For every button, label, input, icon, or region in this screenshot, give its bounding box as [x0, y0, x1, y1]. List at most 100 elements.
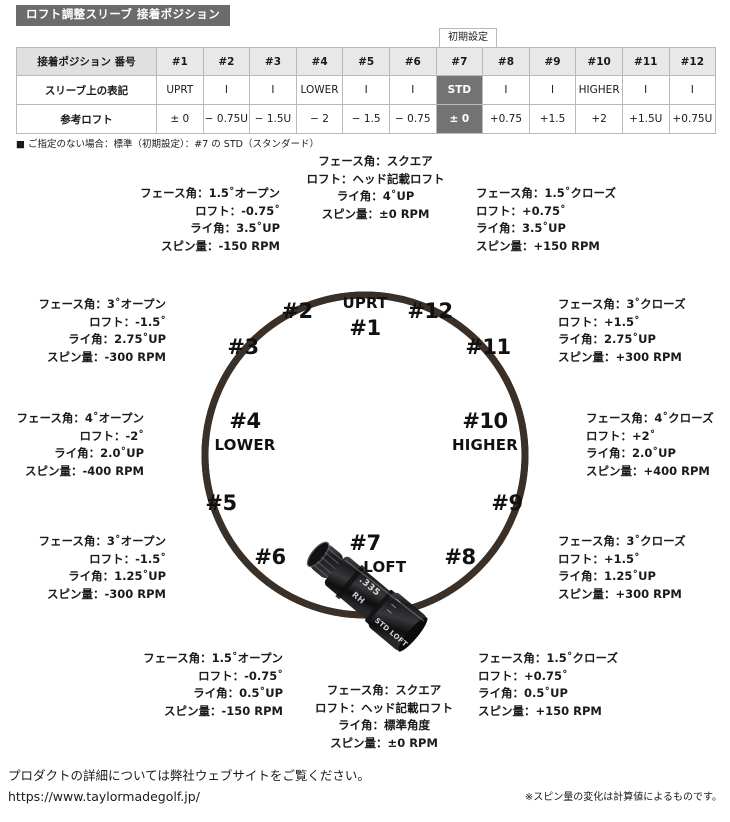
annotation-position-12: フェース角：1.5˚クローズ ロフト：+0.75˚ ライ角：3.5˚UP スピン… [476, 185, 676, 255]
annotation-8-face: フェース角：1.5˚クローズ [478, 651, 618, 665]
table-cell-position-5: #5 [342, 47, 390, 76]
dial-word-10: HIGHER [452, 436, 518, 455]
annotation-4-spin: スピン量：-400 RPM [24, 463, 144, 478]
dial-label-8: #8 [435, 546, 485, 568]
table-cell-position-3: #3 [249, 47, 297, 76]
table-cell-loft-6: − 0.75 [388, 104, 437, 134]
table-cell-marking-7: STD [435, 75, 484, 105]
annotation-position-2: フェース角：1.5˚オープン ロフト：-0.75˚ ライ角：3.5˚UP スピン… [80, 185, 280, 255]
table-cell-loft-2: − 0.75U [202, 104, 251, 134]
annotation-6-face: フェース角：1.5˚オープン [143, 651, 283, 665]
row-label-loft: 参考ロフト [16, 104, 157, 134]
annotation-12-spin: スピン量：+150 RPM [476, 238, 600, 253]
annotation-12-face: フェース角：1.5˚クローズ [476, 186, 616, 200]
dial-num-4: #4 [229, 409, 261, 433]
dial-num-9: #9 [491, 491, 523, 515]
annotation-6-lie: ライ角：0.5˚UP [193, 686, 283, 700]
annotation-11-loft: ロフト：+1.5˚ [558, 314, 640, 329]
table-cell-loft-7: ± 0 [435, 104, 484, 134]
annotation-8-lie: ライ角：0.5˚UP [478, 686, 568, 700]
annotation-8-loft: ロフト：+0.75˚ [478, 668, 568, 683]
dial-label-9: #9 [482, 492, 532, 514]
annotation-3-loft: ロフト：-1.5˚ [89, 314, 166, 329]
dial-num-10: #10 [462, 409, 508, 433]
table-cell-position-9: #9 [528, 47, 577, 76]
table-cell-loft-12: +0.75U [668, 104, 717, 134]
annotation-11-face: フェース角：3˚クローズ [558, 297, 686, 311]
row-label-position: 接着ポジション 番号 [16, 47, 157, 76]
annotation-6-spin: スピン量：-150 RPM [163, 703, 283, 718]
sleeve-index-ticks [386, 598, 401, 614]
annotation-position-8: フェース角：1.5˚クローズ ロフト：+0.75˚ ライ角：0.5˚UP スピン… [478, 650, 678, 720]
annotation-position-4: フェース角：4˚オープン ロフト：-2˚ ライ角：2.0˚UP スピン量：-40… [2, 410, 145, 480]
table-row-reference-loft: 参考ロフト ± 0 − 0.75U − 1.5U − 2 − 1.5 − 0.7… [16, 104, 717, 134]
annotation-position-1: フェース角：スクエア ロフト：ヘッド記載ロフト ライ角：4˚UP スピン量：±0… [268, 153, 483, 223]
table-row-position-numbers: 接着ポジション 番号 #1 #2 #3 #4 #5 #6 #7 #8 #9 #1… [16, 47, 717, 76]
annotation-2-face: フェース角：1.5˚オープン [140, 186, 280, 200]
annotation-4-loft: ロフト：-2˚ [79, 428, 144, 443]
table-cell-marking-8: I [482, 75, 530, 105]
annotation-2-loft: ロフト：-0.75˚ [195, 203, 280, 218]
footer-website-link[interactable]: https://www.taylormadegolf.jp/ [8, 789, 200, 804]
dial-num-8: #8 [444, 545, 476, 569]
annotation-position-11: フェース角：3˚クローズ ロフト：+1.5˚ ライ角：2.75˚UP スピン量：… [558, 296, 724, 366]
annotation-position-3: フェース角：3˚オープン ロフト：-1.5˚ ライ角：2.75˚UP スピン量：… [14, 296, 167, 366]
table-cell-loft-11: +1.5U [621, 104, 670, 134]
dial-label-6: #6 [245, 546, 295, 568]
annotation-5-lie: ライ角：1.25˚UP [68, 569, 166, 583]
table-cell-position-1: #1 [156, 47, 204, 76]
dial-num-2: #2 [281, 299, 313, 323]
dial-label-11: #11 [458, 336, 518, 358]
sleeve-end-cap [398, 617, 428, 652]
sleeve-collar-b [365, 590, 396, 625]
annotation-6-loft: ロフト：-0.75˚ [198, 668, 283, 683]
table-cell-marking-4: LOWER [295, 75, 344, 105]
table-cell-marking-3: I [249, 75, 297, 105]
dial-inner-mask [208, 298, 522, 612]
table-cell-marking-10: HIGHER [575, 75, 623, 105]
footer-line-1: プロダクトの詳細については弊社ウェブサイトをご覧ください。 [8, 768, 370, 783]
dial-label-3: #3 [218, 336, 268, 358]
dial-word-1: UPRT [342, 294, 388, 312]
annotation-1-lie: ライ角：4˚UP [336, 189, 415, 203]
table-cell-marking-5: I [342, 75, 390, 105]
table-cell-marking-11: I [621, 75, 670, 105]
annotation-position-10: フェース角：4˚クローズ ロフト：+2˚ ライ角：2.0˚UP スピン量：+40… [586, 410, 730, 480]
table-footnote: ■ ご指定のない場合：標準（初期設定）：#7 の STD（スタンダード） [16, 139, 319, 150]
table-cell-position-6: #6 [388, 47, 437, 76]
sleeve-barrel [324, 556, 393, 621]
annotation-10-loft: ロフト：+2˚ [586, 428, 656, 443]
annotation-3-spin: スピン量：-300 RPM [46, 349, 166, 364]
table-cell-loft-1: ± 0 [156, 104, 204, 134]
table-cell-marking-2: I [202, 75, 251, 105]
annotation-7-spin: スピン量：±0 RPM [330, 735, 438, 750]
annotation-9-face: フェース角：3˚クローズ [558, 534, 686, 548]
position-dial: UPRT #1 #2 #3 #4 LOWER #5 #6 #7 STD LOFT… [0, 140, 730, 760]
dial-num-3: #3 [227, 335, 259, 359]
annotation-position-9: フェース角：3˚クローズ ロフト：+1.5˚ ライ角：1.25˚UP スピン量：… [558, 533, 723, 603]
annotation-position-6: フェース角：1.5˚オープン ロフト：-0.75˚ ライ角：0.5˚UP スピン… [86, 650, 283, 720]
table-cell-marking-9: I [528, 75, 577, 105]
annotation-11-spin: スピン量：+300 RPM [558, 349, 682, 364]
annotation-7-loft: ロフト：ヘッド記載ロフト [315, 700, 453, 715]
table-cell-position-10: #10 [575, 47, 623, 76]
annotation-position-7: フェース角：スクエア ロフト：ヘッド記載ロフト ライ角：標準角度 スピン量：±0… [278, 682, 490, 752]
table-cell-marking-6: I [388, 75, 437, 105]
annotation-7-face: フェース角：スクエア [326, 683, 442, 697]
annotation-8-spin: スピン量：+150 RPM [478, 703, 602, 718]
annotation-3-face: フェース角：3˚オープン [38, 297, 167, 311]
dial-label-2: #2 [272, 300, 322, 322]
dial-label-12: #12 [400, 300, 460, 322]
footer: プロダクトの詳細については弊社ウェブサイトをご覧ください。 https://ww… [8, 765, 370, 807]
table-cell-loft-9: +1.5 [528, 104, 577, 134]
position-table: 接着ポジション 番号 #1 #2 #3 #4 #5 #6 #7 #8 #9 #1… [16, 47, 717, 134]
dial-label-1: UPRT #1 [325, 294, 405, 340]
dial-label-10: #10 HIGHER [435, 410, 535, 454]
dial-num-1: #1 [349, 315, 381, 340]
dial-word-4: LOWER [214, 436, 276, 455]
table-cell-loft-8: +0.75 [482, 104, 530, 134]
footer-disclaimer: ※スピン量の変化は計算値によるものです。 [524, 792, 722, 803]
sleeve-image: .335 RH STD LOFT [306, 541, 428, 652]
annotation-9-lie: ライ角：1.25˚UP [558, 569, 656, 583]
page-title: ロフト調整スリーブ 接着ポジション [16, 5, 231, 26]
